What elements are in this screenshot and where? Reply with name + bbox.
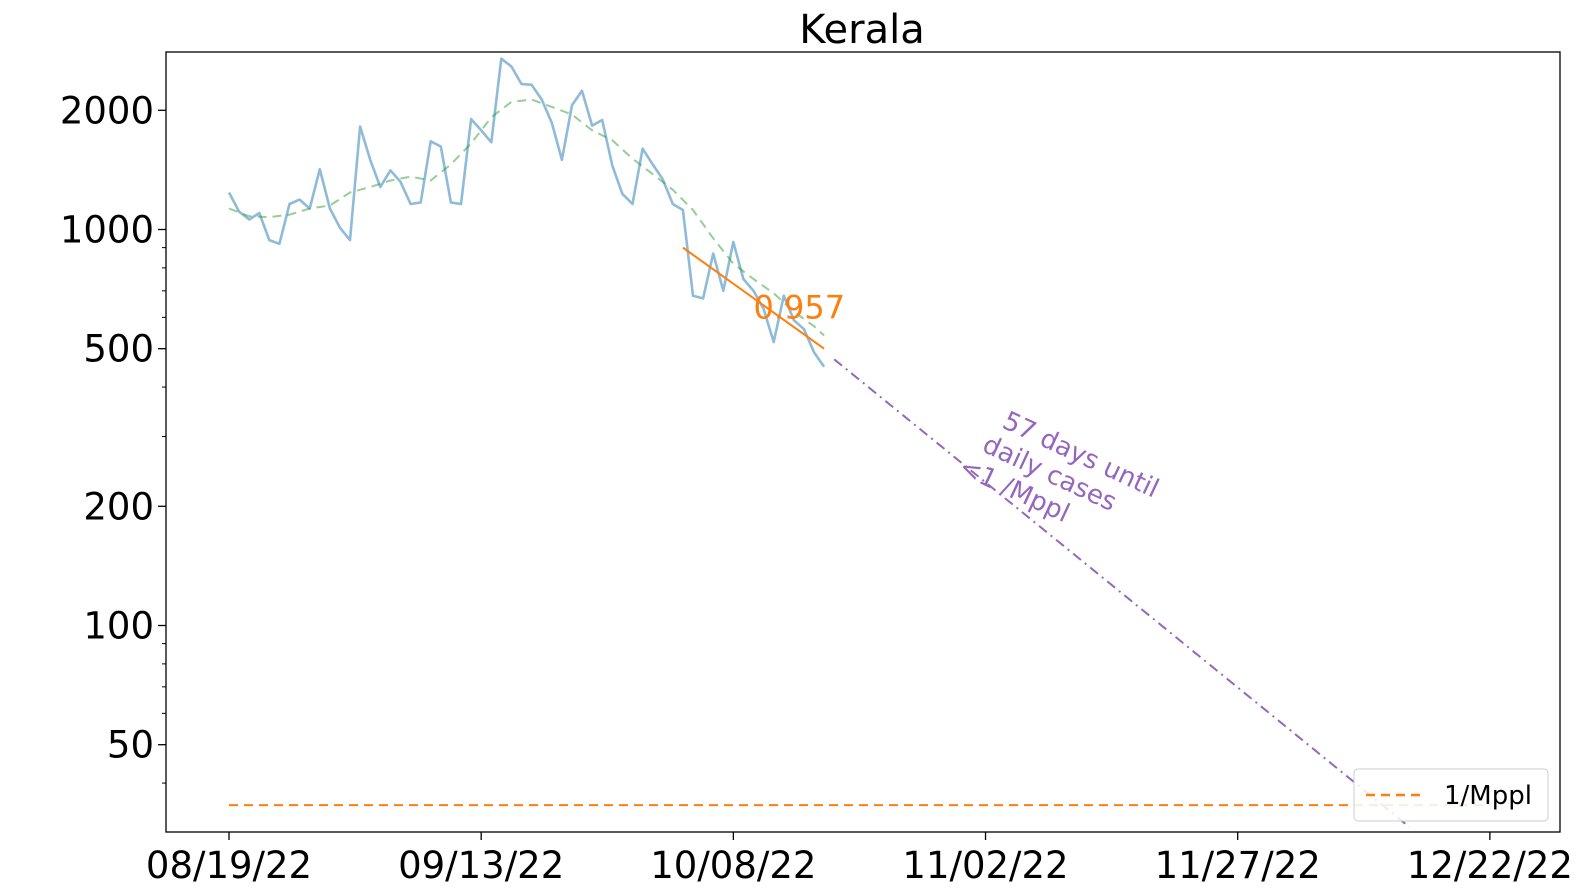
chart-title: Kerala [799, 7, 924, 53]
series-line-2 [682, 246, 825, 350]
legend-label: 1/Mppl [1444, 781, 1532, 811]
legend: 1/Mppl [1353, 768, 1549, 822]
axes: 08/19/22 09/13/22 10/08/22 11/02/22 11/27/22… [60, 89, 1573, 887]
x-tick-label: 11/27/22 [1155, 844, 1321, 887]
y-tick-label: 500 [83, 328, 154, 371]
plot-frame [165, 51, 1561, 833]
x-tick-label: 08/19/22 [146, 844, 312, 887]
legend-box [1353, 768, 1549, 822]
x-tick-label: 12/22/22 [1407, 844, 1573, 887]
y-tick-label: 100 [83, 605, 154, 648]
y-tick-label: 1000 [60, 209, 154, 252]
x-tick-label: 09/13/22 [398, 844, 564, 887]
annotation-rate: 0.957 [754, 288, 846, 326]
y-tick-label: 50 [107, 724, 154, 767]
series-line-0 [227, 57, 826, 368]
x-tick-label: 11/02/22 [902, 844, 1068, 887]
y-tick-label: 200 [83, 485, 154, 528]
x-tick-label: 10/08/22 [650, 844, 816, 887]
series-line-3 [833, 358, 1410, 828]
y-tick-label: 2000 [60, 89, 154, 132]
